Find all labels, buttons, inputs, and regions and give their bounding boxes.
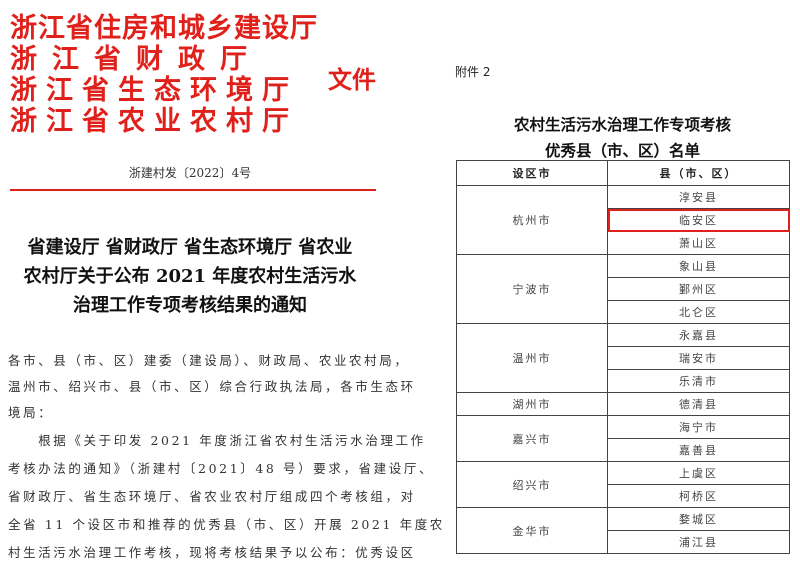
city-cell: 湖州市 bbox=[456, 392, 608, 416]
county-cell: 德清县 bbox=[607, 392, 790, 416]
county-cell: 鄞州区 bbox=[607, 277, 790, 301]
county-cell: 浦江县 bbox=[607, 530, 790, 554]
body-line: 各市、县（市、区）建委（建设局）、财政局、农业农村局， bbox=[8, 353, 410, 368]
doc-title: 省建设厅 省财政厅 省生态环境厅 省农业 bbox=[27, 237, 353, 258]
body-line: 境局： bbox=[8, 405, 54, 420]
letterhead-line: 浙江省生态环境厅 bbox=[10, 75, 298, 106]
county-cell: 淳安县 bbox=[607, 185, 790, 209]
city-cell: 宁波市 bbox=[456, 254, 608, 324]
city-cell: 嘉兴市 bbox=[456, 415, 608, 462]
city-cell: 金华市 bbox=[456, 507, 608, 554]
county-cell: 瑞安市 bbox=[607, 346, 790, 370]
col-header: 设区市 bbox=[456, 160, 608, 186]
table-row: 浦江县 bbox=[457, 530, 790, 554]
city-cell: 温州市 bbox=[456, 323, 608, 393]
table-row: 杭州市 淳安县 bbox=[456, 185, 790, 255]
excellent-county-table: 设区市 县（市、区） 杭州市 淳安县 临安区 萧山区 宁波市 象山县 鄞州区 北仑区 温州市 永嘉县… bbox=[456, 160, 790, 554]
table-row: 北仑区 bbox=[457, 300, 790, 324]
doc-title: 治理工作专项考核结果的通知 bbox=[73, 295, 307, 316]
county-cell: 婺城区 bbox=[607, 507, 790, 531]
county-cell: 永嘉县 bbox=[607, 323, 790, 347]
county-cell: 柯桥区 bbox=[607, 484, 790, 508]
col-header: 县（市、区） bbox=[607, 160, 790, 186]
letterhead-suffix: 文件 bbox=[328, 65, 376, 94]
city-cell: 杭州市 bbox=[456, 185, 608, 255]
letterhead-line: 浙江省财政厅 bbox=[10, 44, 262, 75]
letterhead-line: 浙江省住房和城乡建设厅 bbox=[10, 13, 318, 44]
body-line: 根据《关于印发 2021 年度浙江省农村生活污水治理工作 bbox=[8, 433, 426, 448]
attachment-title: 优秀县（市、区）名单 bbox=[544, 141, 700, 160]
body-line: 省财政厅、省生态环境厅、省农业农村厅组成四个考核组，对 bbox=[8, 489, 416, 504]
city-cell: 绍兴市 bbox=[456, 461, 608, 508]
county-cell: 乐清市 bbox=[607, 369, 790, 393]
table-row: 乐清市 bbox=[457, 369, 790, 393]
county-cell: 海宁市 bbox=[607, 415, 790, 439]
red-divider bbox=[10, 189, 376, 191]
county-cell: 上虞区 bbox=[607, 461, 790, 485]
body-line: 村生活污水治理工作考核，现将考核结果予以公布：优秀设区 bbox=[8, 545, 416, 560]
doc-title: 农村厅关于公布 2021 年度农村生活污水 bbox=[23, 266, 357, 287]
body-line: 考核办法的通知》（浙建村〔2021〕48 号）要求，省建设厅、 bbox=[8, 461, 435, 476]
county-cell: 临安区 bbox=[607, 208, 790, 232]
table-row: 临安区 bbox=[457, 208, 790, 232]
table-row: 柯桥区 bbox=[457, 484, 790, 508]
table-row: 宁波市 象山县 bbox=[456, 254, 790, 324]
attachment-label: 附件 2 bbox=[455, 65, 491, 79]
county-cell: 象山县 bbox=[607, 254, 790, 278]
county-cell: 萧山区 bbox=[607, 231, 790, 255]
county-cell: 北仑区 bbox=[607, 300, 790, 324]
county-cell: 嘉善县 bbox=[607, 438, 790, 462]
table-row: 嘉兴市 海宁市 bbox=[456, 415, 790, 462]
table-row: 温州市 永嘉县 bbox=[456, 323, 790, 393]
table-row: 萧山区 bbox=[457, 231, 790, 255]
body-line: 全省 11 个设区市和推荐的优秀县（市、区）开展 2021 年度农 bbox=[8, 517, 445, 532]
table-row: 金华市 婺城区 bbox=[456, 507, 790, 554]
doc-number: 浙建村发〔2022〕4号 bbox=[128, 166, 252, 180]
body-line: 温州市、绍兴市、县（市、区）综合行政执法局，各市生态环 bbox=[8, 379, 416, 394]
letterhead-line: 浙江省农业农村厅 bbox=[10, 106, 298, 137]
table-row: 嘉善县 bbox=[457, 438, 790, 462]
attachment-title: 农村生活污水治理工作专项考核 bbox=[513, 115, 731, 134]
table-row: 绍兴市 上虞区 bbox=[456, 461, 790, 508]
table-row: 湖州市 德清县 bbox=[456, 392, 790, 416]
